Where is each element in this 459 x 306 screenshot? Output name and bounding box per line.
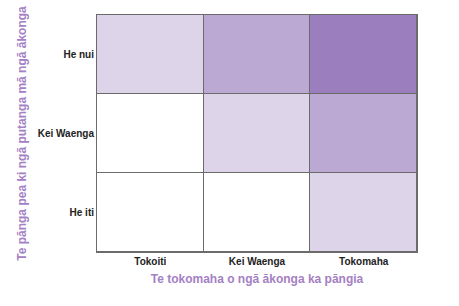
- svg-text:Tokoiti: Tokoiti: [134, 256, 166, 267]
- svg-text:Kei Waenga: Kei Waenga: [229, 256, 286, 267]
- svg-text:Tokomaha: Tokomaha: [339, 256, 389, 267]
- svg-text:He iti: He iti: [70, 207, 95, 218]
- svg-text:He nui: He nui: [63, 49, 94, 60]
- svg-text:Kei Waenga: Kei Waenga: [38, 128, 95, 139]
- svg-text:Te pānga pea ki ngā putanga mā: Te pānga pea ki ngā putanga mā ngā ākong…: [15, 6, 29, 261]
- svg-text:Te tokomaha o ngā ākonga ka pā: Te tokomaha o ngā ākonga ka pāngia: [151, 272, 364, 286]
